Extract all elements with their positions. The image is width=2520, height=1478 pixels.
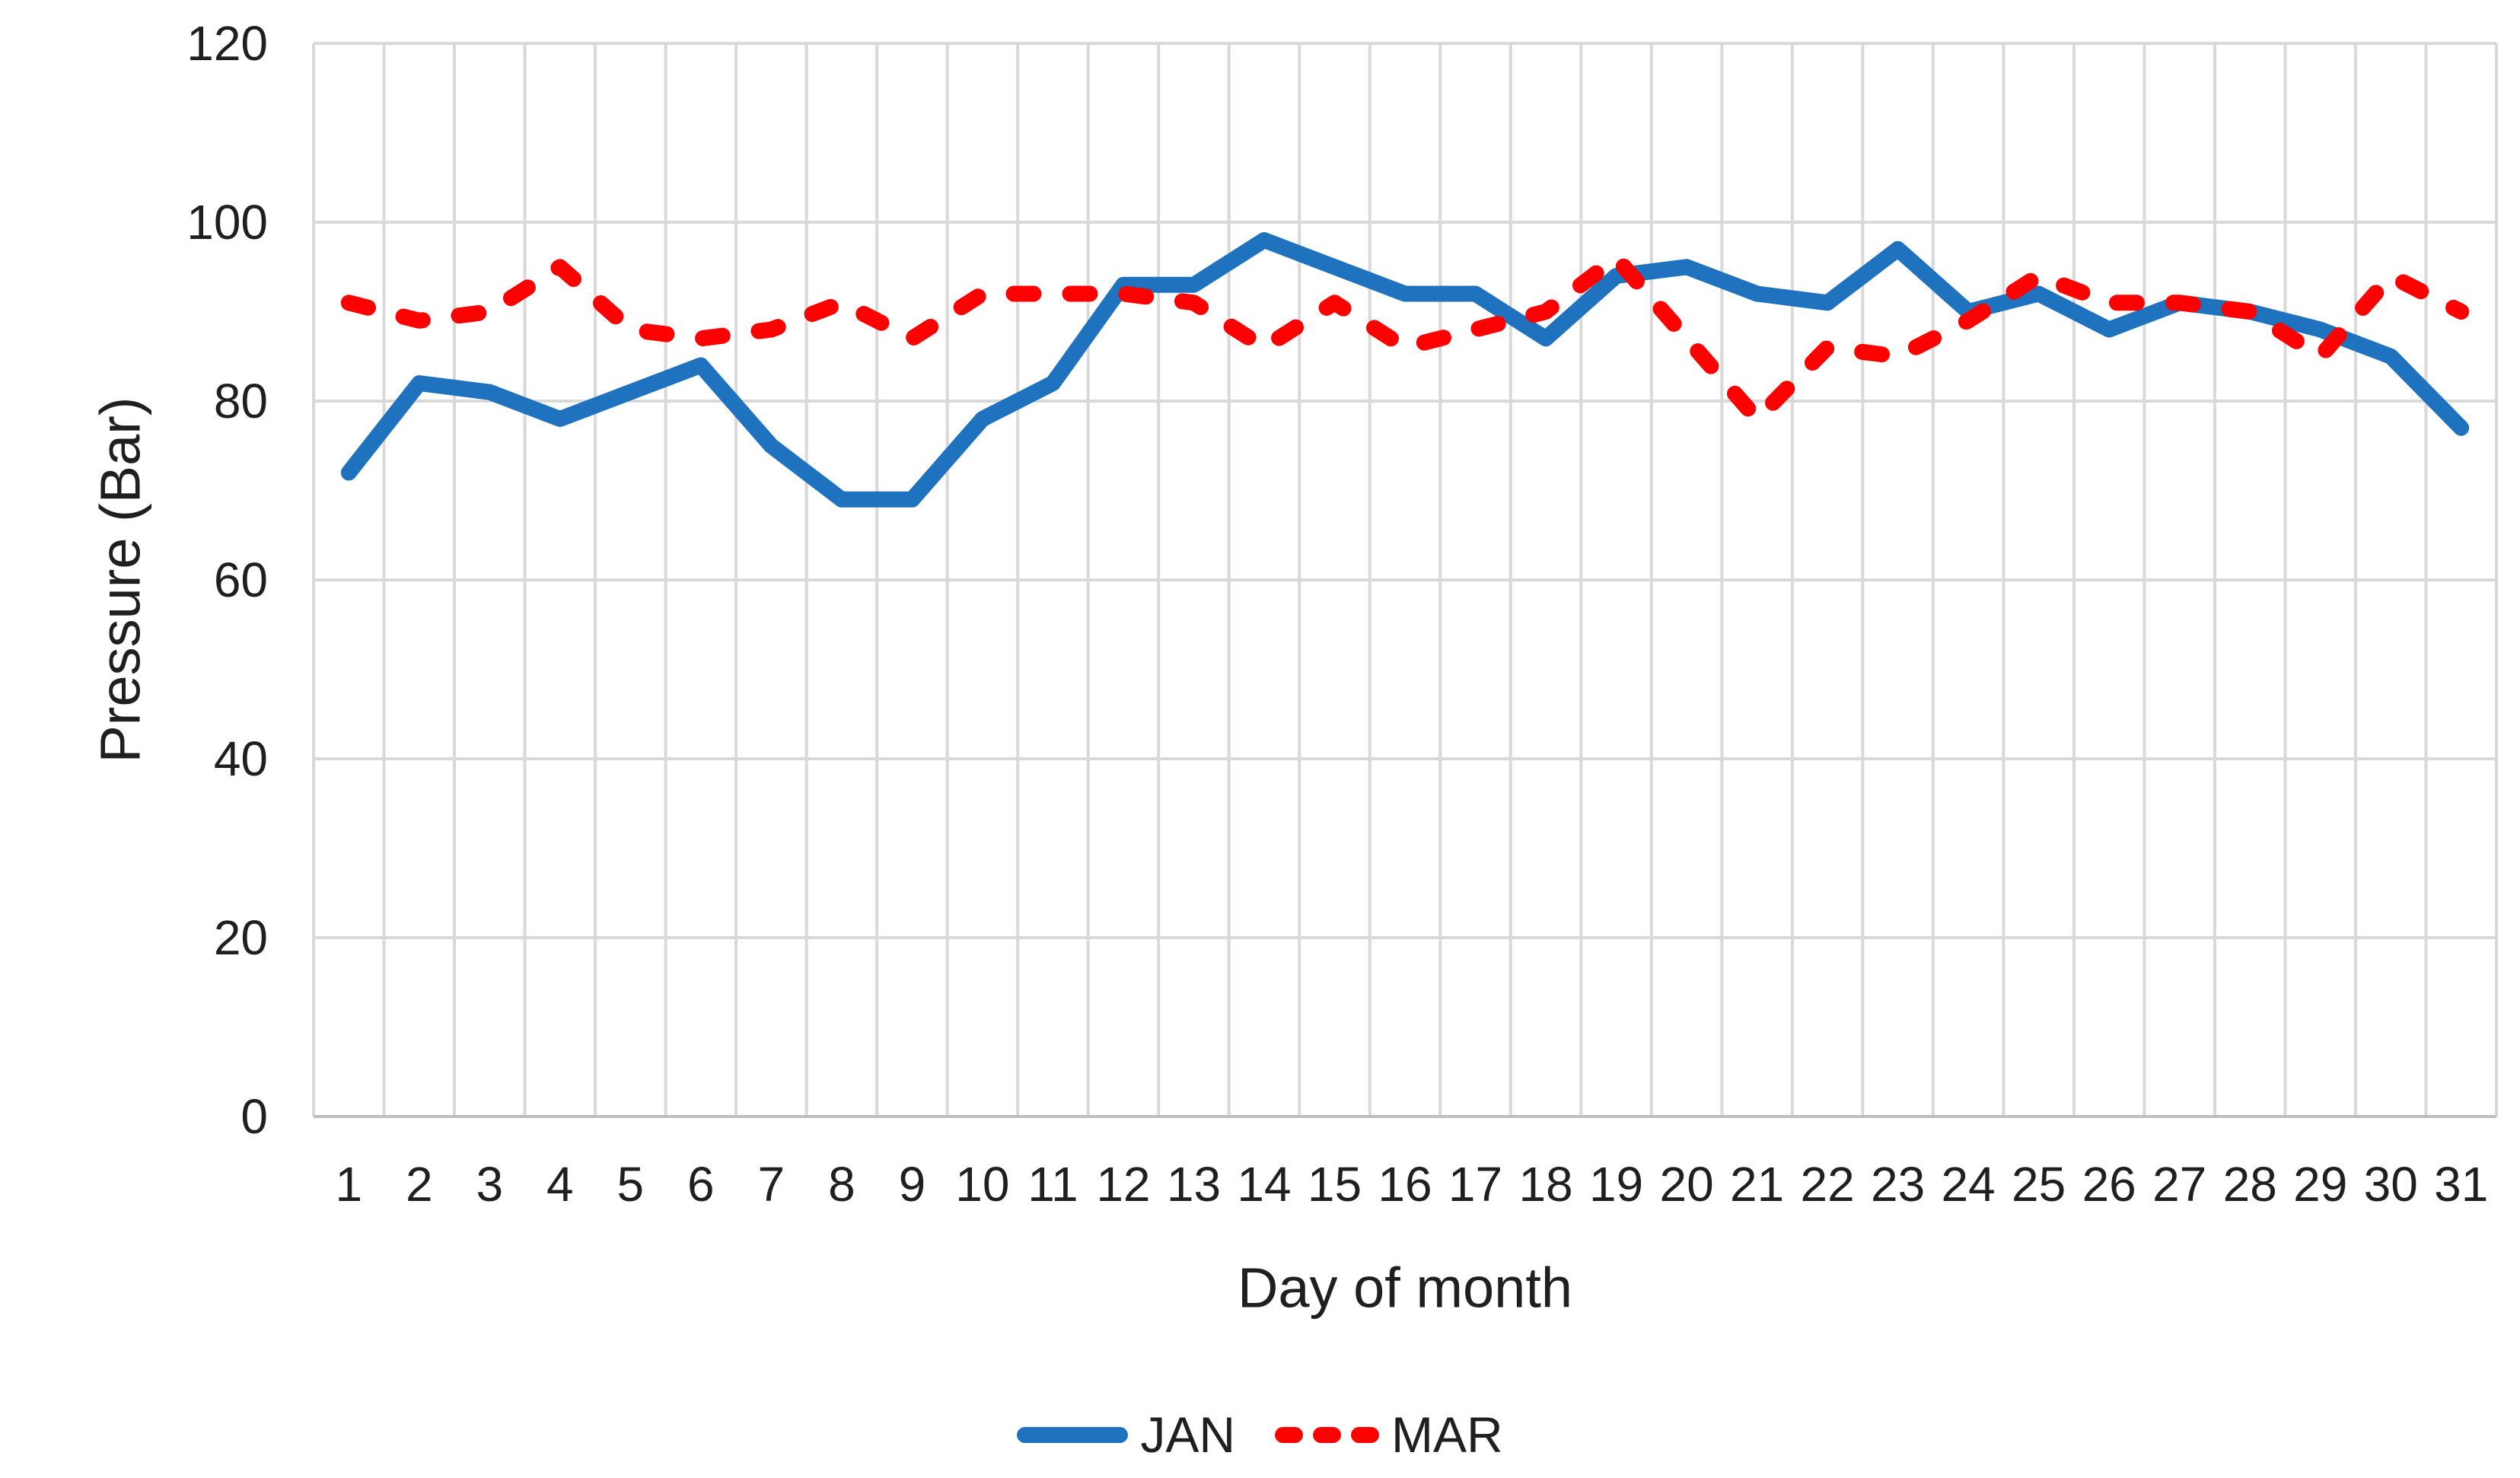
y-tick-label: 20 [214,910,268,965]
y-tick-label: 120 [186,16,268,71]
legend-label-jan: JAN [1140,1406,1235,1463]
x-tick-label: 19 [1589,1157,1643,1212]
x-tick-label: 28 [2223,1157,2277,1212]
x-tick-label: 18 [1518,1157,1572,1212]
x-tick-label: 25 [2012,1157,2066,1212]
x-tick-label: 20 [1659,1157,1713,1212]
x-tick-label: 24 [1942,1157,1996,1212]
x-tick-label: 7 [758,1157,785,1212]
x-tick-label: 8 [828,1157,855,1212]
x-tick-label: 3 [476,1157,503,1212]
x-tick-label: 15 [1308,1157,1362,1212]
y-tick-label: 80 [214,374,268,428]
x-tick-label: 23 [1871,1157,1925,1212]
x-tick-label: 4 [546,1157,574,1212]
legend-item-jan: JAN [1017,1410,1235,1460]
y-tick-label: 40 [214,731,268,786]
x-tick-label: 13 [1167,1157,1221,1212]
x-tick-label: 11 [1027,1157,1078,1212]
x-tick-label: 6 [687,1157,715,1212]
x-tick-label: 26 [2082,1157,2136,1212]
x-tick-label: 22 [1801,1157,1855,1212]
x-tick-label: 10 [955,1157,1009,1212]
legend-label-mar: MAR [1391,1406,1503,1463]
x-tick-label: 2 [406,1157,433,1212]
x-tick-label: 5 [617,1157,645,1212]
mar-dashed-line-swatch [1275,1426,1379,1443]
x-tick-label: 14 [1237,1157,1291,1212]
y-axis-title: Pressure (Bar) [88,397,152,763]
x-tick-label: 16 [1378,1157,1432,1212]
series-line-mar [340,250,2470,427]
x-axis-title: Day of month [1237,1256,1573,1320]
x-tick-label: 21 [1730,1157,1784,1212]
x-tick-label: 27 [2152,1157,2206,1212]
x-tick-label: 31 [2434,1157,2488,1212]
jan-solid-line-swatch [1017,1426,1129,1443]
legend: JAN MAR [0,1404,2520,1465]
x-tick-label: 1 [335,1157,362,1212]
legend-item-mar: MAR [1275,1410,1503,1460]
x-tick-label: 30 [2364,1157,2418,1212]
x-tick-label: 17 [1448,1157,1502,1212]
y-tick-label: 0 [241,1089,268,1144]
x-tick-label: 9 [899,1157,926,1212]
y-tick-label: 100 [186,195,268,250]
x-tick-label: 29 [2293,1157,2347,1212]
series-line-jan [340,232,2470,508]
x-tick-label: 12 [1096,1157,1150,1212]
y-tick-label: 60 [214,553,268,607]
